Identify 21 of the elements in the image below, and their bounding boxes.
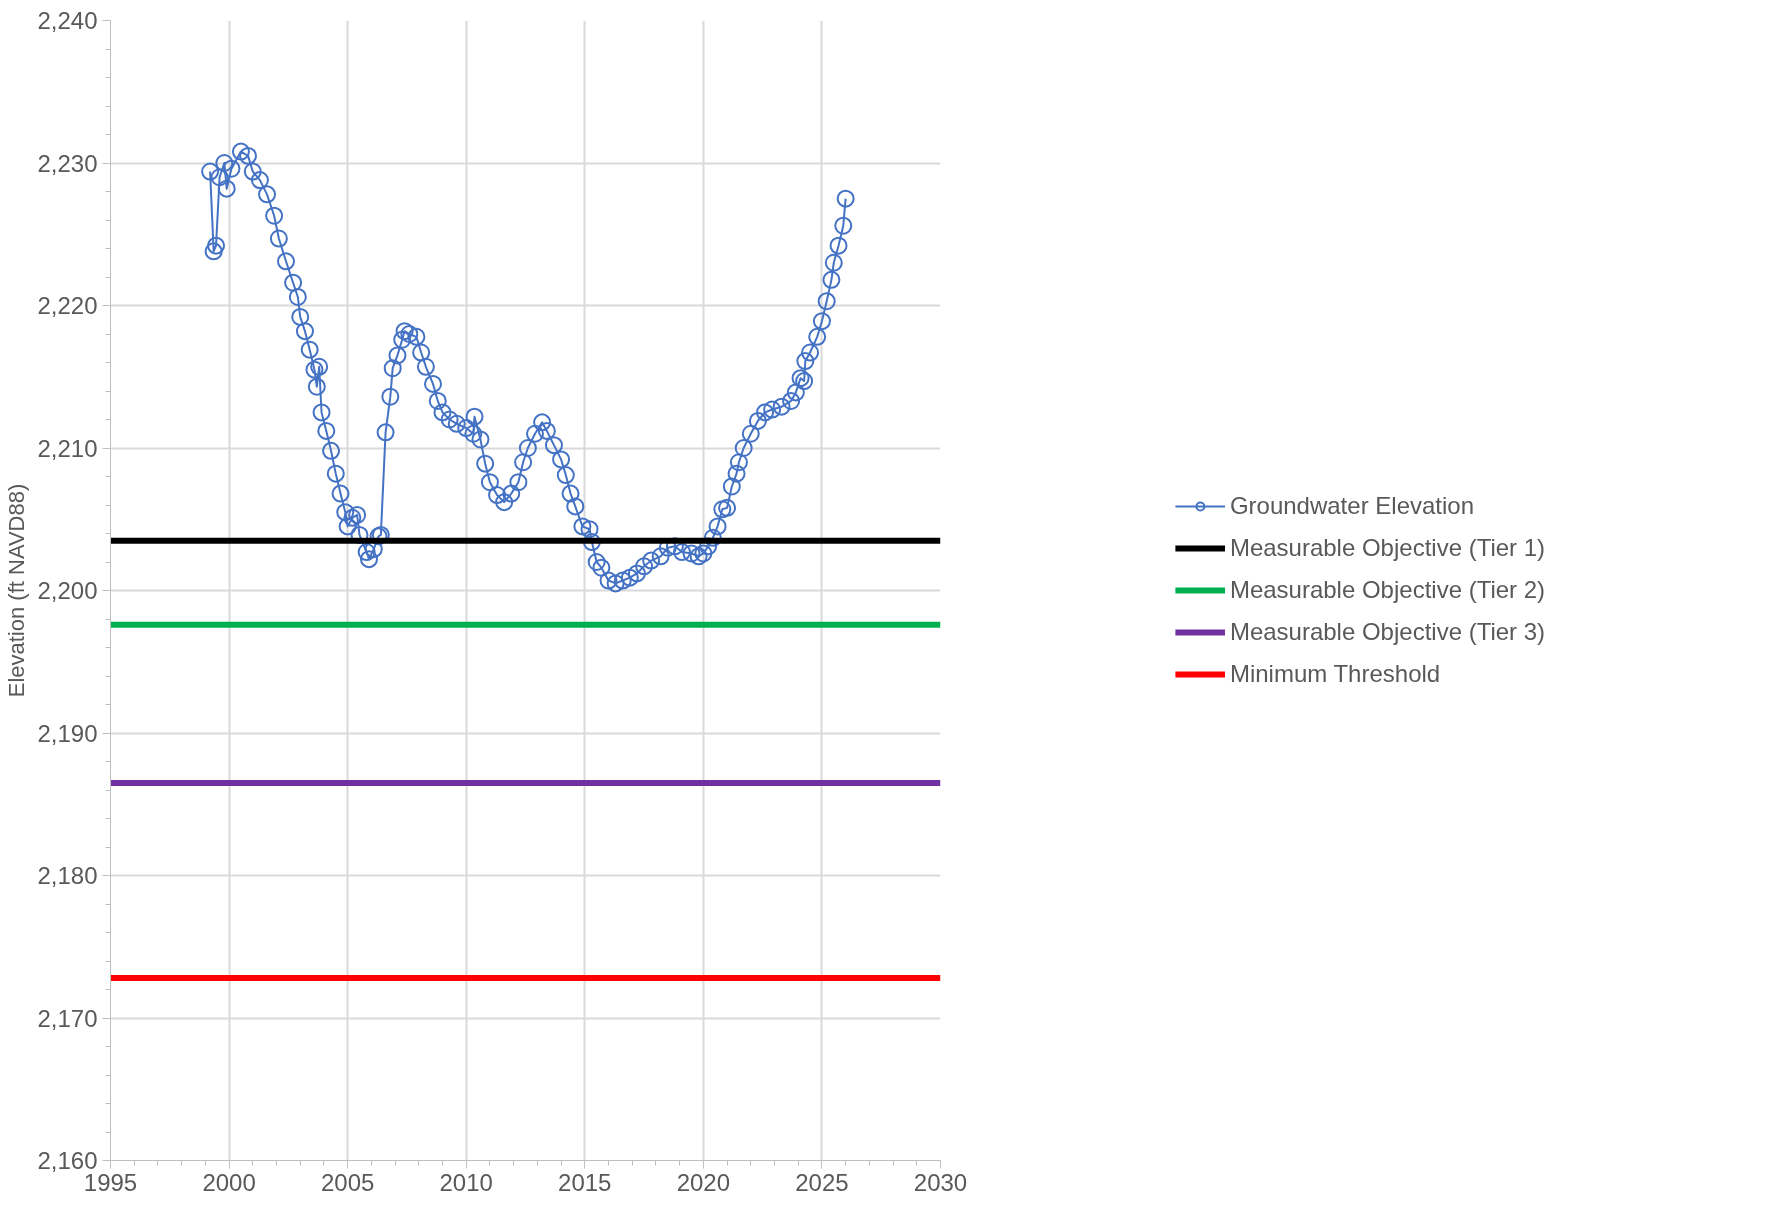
x-tick-label: 2030 [913, 1168, 968, 1196]
x-tick-label: 2010 [439, 1168, 493, 1196]
y-tick-label: 2,170 [37, 1004, 98, 1032]
y-tick-label: 2,200 [37, 577, 98, 604]
x-tick-label: 2020 [676, 1168, 731, 1196]
y-tick-label: 2,220 [37, 292, 98, 319]
y-axis-title: Elevation (ft NAVD88) [4, 483, 30, 698]
y-tick-label: 2,230 [37, 149, 98, 177]
y-tick-label: 2,210 [37, 434, 98, 462]
legend-label: Measurable Objective (Tier 3) [1229, 618, 1546, 646]
legend-label: Measurable Objective (Tier 2) [1229, 576, 1546, 604]
x-tick-label: 2025 [795, 1168, 849, 1196]
x-tick-label: 2015 [558, 1168, 612, 1196]
x-tick-label: 2005 [320, 1168, 375, 1196]
x-tick-label: 2000 [202, 1168, 256, 1196]
legend-label: Groundwater Elevation [1229, 492, 1475, 520]
legend-label: Minimum Threshold [1229, 660, 1441, 688]
y-tick-label: 2,190 [37, 719, 98, 747]
y-tick-label: 2,180 [37, 862, 98, 889]
y-tick-label: 2,240 [37, 7, 98, 34]
legend-label: Measurable Objective (Tier 1) [1229, 534, 1546, 562]
